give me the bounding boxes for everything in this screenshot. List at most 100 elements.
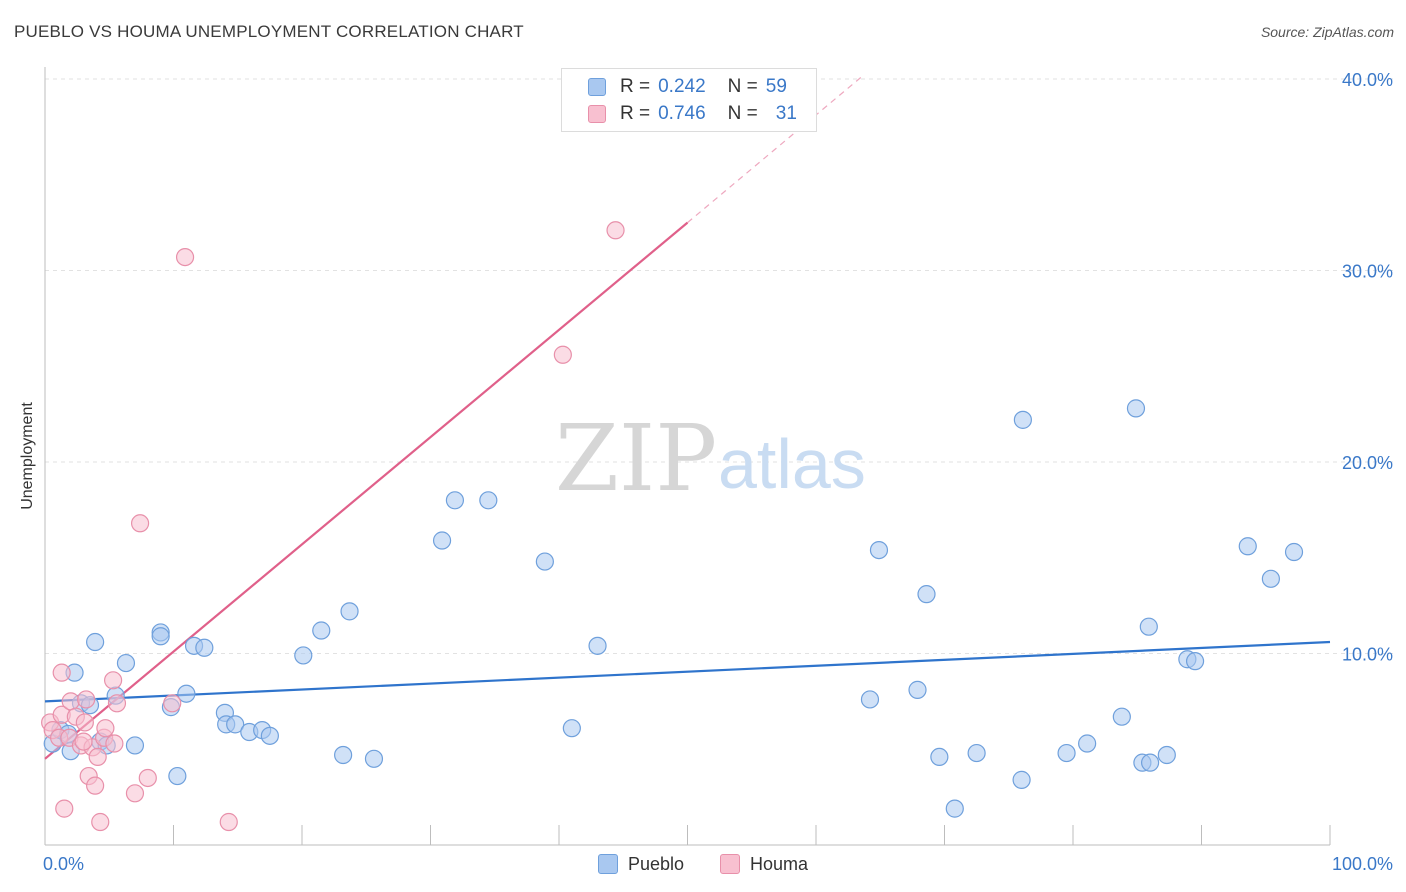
- pueblo-point: [1284, 542, 1304, 562]
- houma-point: [553, 345, 572, 364]
- houma-point: [52, 663, 71, 682]
- pueblo-point: [151, 627, 170, 646]
- pueblo-point: [1112, 707, 1131, 726]
- legend-r-value: 0.746: [658, 103, 706, 124]
- pueblo-point: [445, 491, 465, 510]
- pueblo-point: [917, 585, 936, 604]
- legend-item-label: Houma: [750, 853, 809, 874]
- pueblo-trend-line: [44, 640, 1331, 703]
- pueblo-point: [116, 653, 136, 673]
- pueblo-point: [1012, 770, 1031, 789]
- pueblo-point: [869, 540, 889, 560]
- pueblo-point: [1157, 745, 1176, 765]
- legend-row-pueblo: R = 0.242 N = 59: [588, 74, 787, 100]
- data-points: [41, 221, 1304, 832]
- houma-point: [606, 221, 625, 240]
- houma-point: [75, 713, 94, 732]
- pueblo-point: [535, 552, 554, 571]
- trend-lines: [44, 74, 1331, 760]
- houma-point: [125, 784, 145, 803]
- houma-point: [219, 812, 238, 832]
- legend-n-value: 31: [775, 103, 797, 124]
- pueblo-point: [1139, 617, 1158, 636]
- pueblo-point: [334, 745, 353, 765]
- pueblo-point: [1140, 753, 1160, 772]
- houma-point: [77, 690, 96, 709]
- houma-trend-line: [44, 221, 689, 760]
- pueblo-point: [479, 491, 498, 510]
- legend-n-label: N =: [727, 76, 758, 97]
- pueblo-point: [1185, 652, 1205, 671]
- pueblo-point: [125, 736, 145, 755]
- houma-swatch: [588, 105, 606, 123]
- pueblo-point: [1078, 734, 1097, 753]
- pueblo-point: [860, 690, 880, 709]
- pueblo-point: [1126, 399, 1146, 418]
- pueblo-point: [177, 684, 196, 703]
- legend-r-label: R =: [620, 103, 651, 124]
- series-legend: Pueblo Houma: [0, 852, 1406, 876]
- pueblo-point: [168, 766, 187, 786]
- pueblo-swatch: [588, 78, 606, 96]
- pueblo-point: [340, 602, 359, 621]
- watermark-zip: ZIP: [555, 405, 717, 512]
- legend-n-value: 59: [765, 76, 787, 97]
- pueblo-point: [945, 799, 964, 818]
- houma-point: [104, 671, 123, 690]
- pueblo-point: [1057, 743, 1076, 763]
- houma-point: [91, 812, 110, 832]
- legend-n-label: N =: [727, 103, 758, 124]
- tick-labels: 10.0% 20.0% 30.0% 40.0% 0.0% 100.0%: [43, 70, 1393, 874]
- legend-row-houma: R = 0.746 N = 31: [588, 101, 797, 127]
- pueblo-point: [1238, 537, 1257, 556]
- x-tick-label: 100.0%: [1332, 854, 1393, 874]
- legend-r-label: R =: [620, 76, 651, 97]
- houma-trend-extension: [687, 74, 864, 224]
- y-tick-label: 40.0%: [1342, 70, 1393, 90]
- pueblo-point: [364, 749, 384, 768]
- legend-r-value: 0.242: [658, 76, 706, 97]
- houma-point: [74, 732, 93, 751]
- pueblo-point: [86, 632, 105, 652]
- pueblo-point: [226, 715, 245, 734]
- legend-item-pueblo[interactable]: Pueblo: [597, 853, 685, 875]
- pueblo-point: [908, 680, 927, 699]
- houma-point: [61, 692, 80, 711]
- y-tick-label: 10.0%: [1342, 645, 1393, 665]
- pueblo-point: [930, 747, 949, 767]
- chart-title: PUEBLO VS HOUMA UNEMPLOYMENT CORRELATION…: [14, 22, 524, 41]
- correlation-legend: R = 0.242 N = 59 R = 0.746 N = 31: [561, 68, 817, 132]
- houma-point: [130, 514, 150, 533]
- grid-lines: [45, 78, 1393, 654]
- houma-swatch: [720, 854, 741, 874]
- pueblo-point: [432, 531, 452, 550]
- pueblo-point: [1261, 569, 1280, 588]
- houma-point: [163, 694, 182, 713]
- watermark-atlas: atlas: [718, 425, 866, 503]
- legend-item-label: Pueblo: [627, 853, 685, 874]
- houma-point: [107, 694, 127, 713]
- pueblo-swatch: [597, 854, 618, 874]
- pueblo-point: [294, 646, 313, 665]
- houma-point: [105, 734, 124, 753]
- watermark: ZIP atlas: [555, 405, 866, 512]
- y-tick-label: 30.0%: [1342, 262, 1393, 282]
- houma-point: [175, 247, 195, 267]
- houma-point: [138, 768, 157, 788]
- pueblo-point: [967, 743, 986, 763]
- pueblo-point: [260, 726, 279, 745]
- pueblo-point: [195, 638, 214, 657]
- pueblo-point: [588, 636, 607, 655]
- source-label: Source: ZipAtlas.com: [1260, 24, 1394, 40]
- pueblo-point: [312, 621, 331, 640]
- legend-item-houma[interactable]: Houma: [720, 854, 808, 875]
- houma-point: [55, 799, 74, 818]
- houma-point: [86, 776, 105, 795]
- houma-point: [88, 747, 107, 767]
- pueblo-point: [562, 719, 581, 738]
- pueblo-point: [1013, 410, 1032, 429]
- houma-point: [96, 719, 115, 738]
- x-tick-label: 0.0%: [43, 854, 84, 874]
- y-tick-label: 20.0%: [1342, 453, 1393, 473]
